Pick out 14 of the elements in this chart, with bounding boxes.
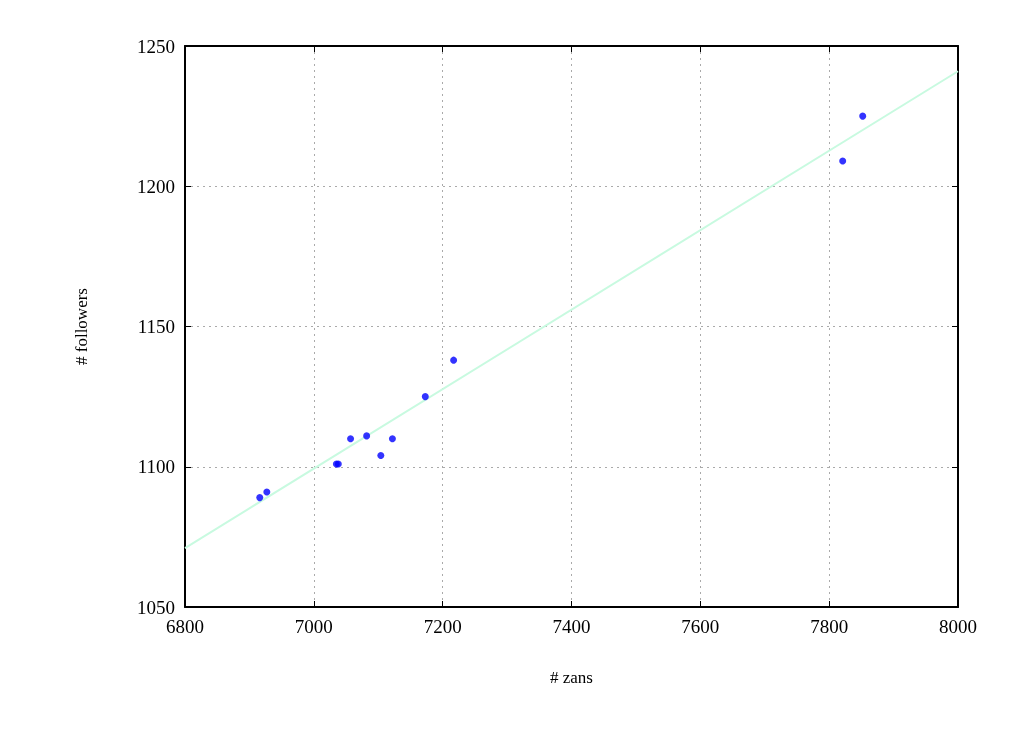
y-tick-label: 1250 xyxy=(137,35,175,57)
x-tick-label: 6800 xyxy=(166,616,204,637)
y-tick-label: 1150 xyxy=(137,316,175,337)
x-tick-label: 7400 xyxy=(552,616,591,637)
x-tick-label: 7000 xyxy=(294,616,333,637)
x-tick-label: 8000 xyxy=(939,616,977,637)
x-axis-title: # zans xyxy=(550,668,593,687)
x-tick-label: 7200 xyxy=(423,616,462,637)
y-tick-label: 1200 xyxy=(137,175,175,197)
y-axis-title: # followers xyxy=(72,288,91,365)
x-tick-label: 7600 xyxy=(681,616,720,637)
y-tick-label: 1100 xyxy=(137,456,175,478)
y-tick-label: 1050 xyxy=(137,596,175,618)
x-tick-label: 7800 xyxy=(810,616,849,637)
